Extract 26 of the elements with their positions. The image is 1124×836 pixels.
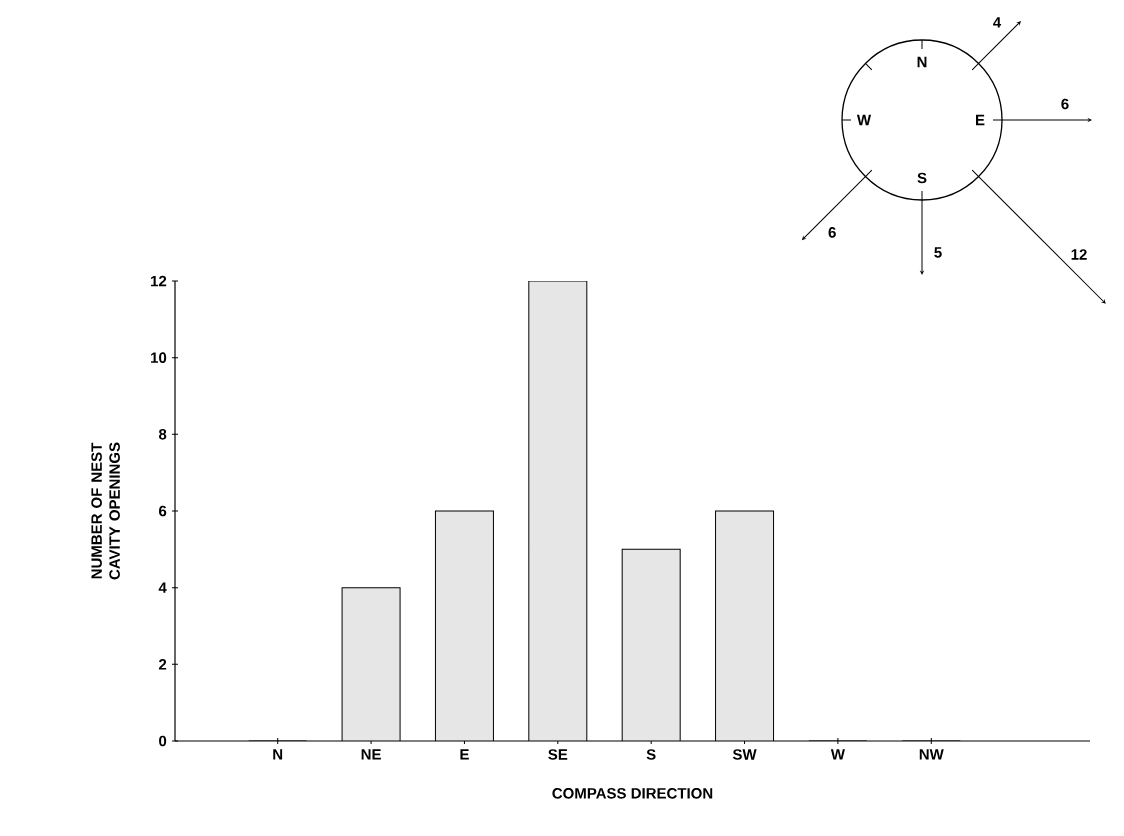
category-label: W	[856, 114, 872, 126]
text: 6	[1061, 98, 1069, 110]
x-tick-label: SE	[548, 749, 568, 760]
x-tick-label: S	[646, 749, 656, 760]
text: 5	[934, 247, 942, 258]
x-tick-label: E	[460, 749, 469, 760]
x-tick-label: N	[273, 749, 283, 760]
x-tick-label: NE	[361, 749, 381, 760]
y-tick-label: 6	[159, 505, 167, 517]
text: 4	[993, 17, 1002, 28]
text: 6	[828, 227, 836, 238]
category-label: E	[976, 114, 985, 126]
x-axis-title: COMPASS DIRECTION	[552, 788, 713, 799]
category-label: S	[917, 172, 927, 184]
y-tick-label: 10	[151, 352, 167, 363]
text: 12	[1071, 249, 1087, 260]
y-axis-title: NUMBER OF NEST CAVITY OPENINGS	[91, 442, 120, 580]
y-tick-label: 8	[158, 429, 167, 440]
y-tick-label: 4	[158, 582, 167, 593]
y-tick-label: 2	[158, 659, 167, 670]
y-tick-label: 0	[159, 735, 167, 747]
category-label: N	[917, 56, 927, 68]
x-tick-label: W	[830, 749, 845, 760]
y-tick-label: 12	[151, 275, 167, 287]
x-tick-label: SW	[732, 749, 757, 760]
x-tick-label: NW	[919, 749, 944, 760]
